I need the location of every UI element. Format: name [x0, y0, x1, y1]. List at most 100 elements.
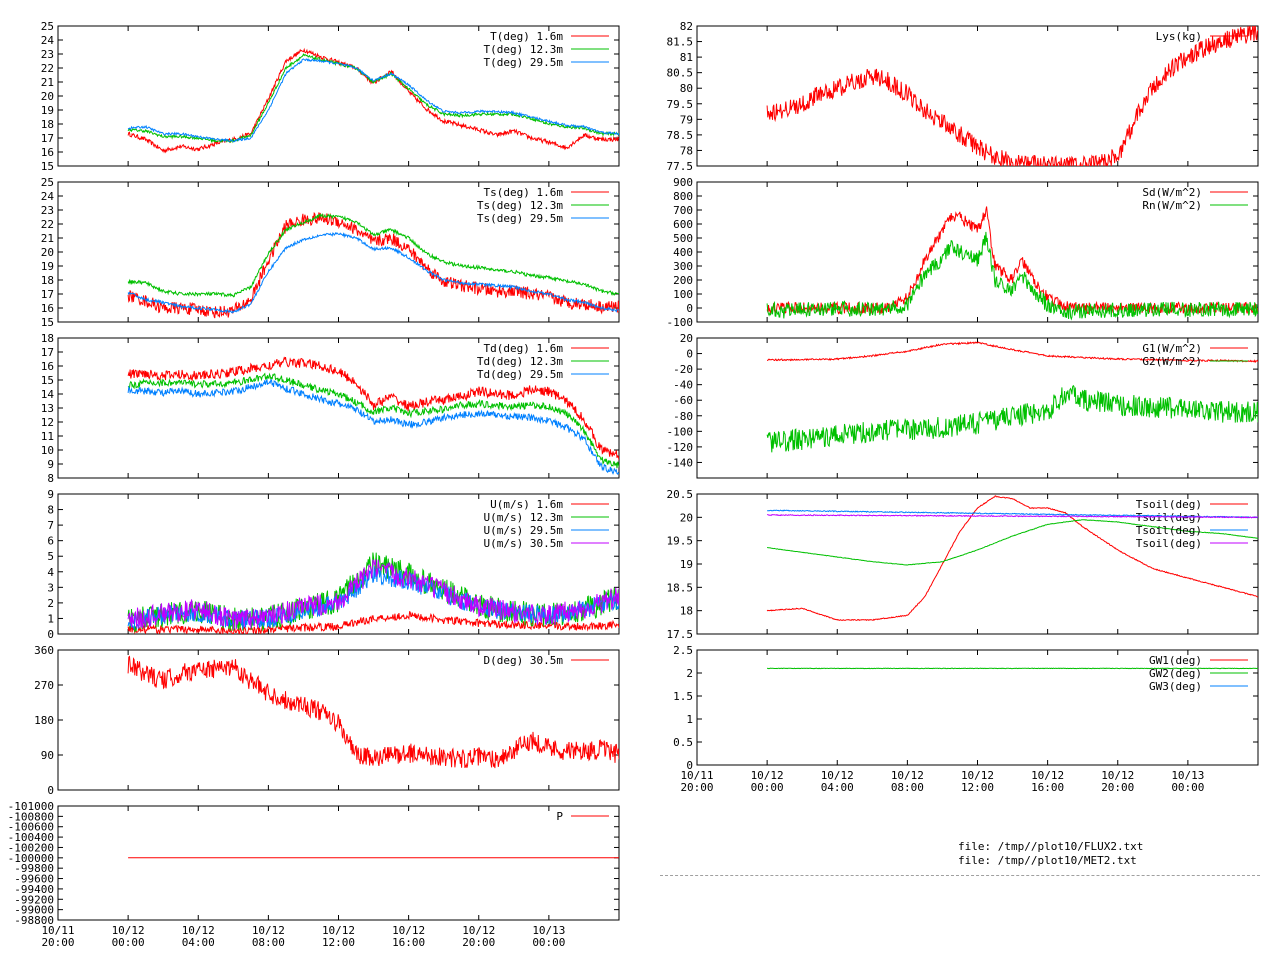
y-tick-label: 18	[680, 605, 693, 618]
y-tick-label: 81	[680, 51, 693, 64]
y-tick-label: 15	[41, 374, 54, 387]
legend-label: Ts(deg) 12.3m	[477, 199, 563, 212]
y-tick-label: -100800	[8, 810, 54, 823]
y-tick-label: 5	[47, 550, 54, 563]
y-tick-label: 0	[47, 628, 54, 641]
legend-label: T(deg) 29.5m	[484, 56, 564, 69]
y-tick-label: 17	[41, 288, 54, 301]
y-tick-label: 0.5	[673, 736, 693, 749]
y-tick-label: 78.5	[667, 129, 694, 142]
series-line-g-1	[766, 384, 1258, 453]
y-tick-label: 600	[673, 218, 693, 231]
legend-label: D(deg) 30.5m	[484, 654, 564, 667]
legend-label: Td(deg) 12.3m	[477, 355, 563, 368]
x-tick-label: 16:00	[1031, 781, 1064, 794]
legend-label: Rn(W/m^2)	[1142, 199, 1202, 212]
series-line-tsoil-3	[767, 513, 1258, 519]
y-tick-label: 300	[673, 260, 693, 273]
series-line-td-0	[127, 356, 619, 461]
x-tick-label: 10/11	[680, 769, 713, 782]
y-tick-label: 14	[41, 388, 55, 401]
y-tick-label: 80	[680, 82, 693, 95]
y-tick-label: 900	[673, 176, 693, 189]
series-line-ts-2	[127, 232, 619, 314]
legend-label: G1(W/m^2)	[1142, 342, 1202, 355]
chart-lys: 77.5 78 78.5 79 79.5 80 80.5 81 81.5 82 Lys(kg)	[667, 20, 1259, 173]
y-tick-label: 78	[680, 144, 693, 157]
x-tick-label: 10/13	[532, 924, 565, 937]
y-tick-label: 180	[34, 714, 54, 727]
y-tick-label: -100000	[8, 852, 54, 865]
x-tick-label: 10/12	[891, 769, 924, 782]
y-tick-label: 1	[686, 713, 693, 726]
y-tick-label: 19	[680, 558, 693, 571]
y-tick-label: 77.5	[667, 160, 694, 173]
y-tick-label: 79	[680, 113, 693, 126]
chart-gw: 00.511.522.510/1120:0010/1200:0010/1204:…	[673, 644, 1259, 794]
y-tick-label: 0	[47, 784, 54, 797]
y-tick-label: 20	[41, 90, 54, 103]
legend-label: Ts(deg) 29.5m	[477, 212, 563, 225]
y-tick-label: 24	[41, 34, 55, 47]
chart-tsoil: 17.51818.51919.52020.5Tsoil(deg)Tsoil(de…	[667, 488, 1259, 641]
series-line-t-0	[127, 47, 619, 154]
y-tick-label: 80.5	[667, 67, 694, 80]
x-tick-label: 10/12	[252, 924, 285, 937]
legend-label: GW2(deg)	[1149, 667, 1202, 680]
y-tick-label: -99200	[14, 893, 54, 906]
y-tick-label: -100	[667, 425, 694, 438]
series-line-rad-1	[766, 231, 1258, 321]
legend-label: GW1(deg)	[1149, 654, 1202, 667]
x-tick-label: 12:00	[322, 936, 355, 949]
x-tick-label: 10/12	[1031, 769, 1064, 782]
x-tick-label: 08:00	[252, 936, 285, 949]
legend-label: U(m/s) 12.3m	[484, 511, 564, 524]
x-tick-label: 10/13	[1171, 769, 1204, 782]
y-tick-label: 1	[47, 612, 54, 625]
file-label-flux: file: /tmp//plot10/FLUX2.txt	[958, 840, 1144, 853]
y-tick-label: 16	[41, 360, 54, 373]
legend-label: Lys(kg)	[1156, 30, 1202, 43]
y-tick-label: 15	[41, 160, 54, 173]
legend-label: Td(deg) 29.5m	[477, 368, 563, 381]
legend-label: Tsoil(deg)	[1136, 511, 1202, 524]
y-tick-label: 1.5	[673, 690, 693, 703]
y-tick-label: 13	[41, 402, 54, 415]
series-line-tsoil-0	[766, 495, 1258, 622]
y-tick-label: 16	[41, 146, 54, 159]
x-tick-label: 10/12	[322, 924, 355, 937]
x-tick-label: 20:00	[680, 781, 713, 794]
legend-label: T(deg) 12.3m	[484, 43, 564, 56]
series-line-lys-0	[766, 26, 1258, 166]
y-tick-label: -99400	[14, 883, 54, 896]
y-tick-label: -100200	[8, 841, 54, 854]
y-tick-label: 20	[680, 332, 693, 345]
x-tick-label: 10/12	[961, 769, 994, 782]
legend-label: Ts(deg) 1.6m	[484, 186, 564, 199]
y-tick-label: 21	[41, 76, 54, 89]
y-tick-label: 360	[34, 644, 54, 657]
x-tick-label: 10/12	[182, 924, 215, 937]
y-tick-label: 19	[41, 260, 54, 273]
x-tick-label: 00:00	[532, 936, 565, 949]
y-tick-label: 200	[673, 274, 693, 287]
y-tick-label: -99000	[14, 904, 54, 917]
y-tick-label: 20	[41, 246, 54, 259]
x-tick-label: 04:00	[182, 936, 215, 949]
y-tick-label: 7	[47, 519, 54, 532]
x-tick-label: 10/11	[41, 924, 74, 937]
y-tick-label: 18	[41, 118, 54, 131]
y-tick-label: 17.5	[667, 628, 694, 641]
x-tick-label: 20:00	[1101, 781, 1134, 794]
y-tick-label: 9	[47, 458, 54, 471]
y-tick-label: -40	[673, 379, 693, 392]
y-tick-label: 90	[41, 749, 54, 762]
legend-label: G2(W/m^2)	[1142, 355, 1202, 368]
x-tick-label: 10/12	[1101, 769, 1134, 782]
series-line-u-2	[127, 566, 619, 630]
separator-line	[660, 875, 1260, 876]
